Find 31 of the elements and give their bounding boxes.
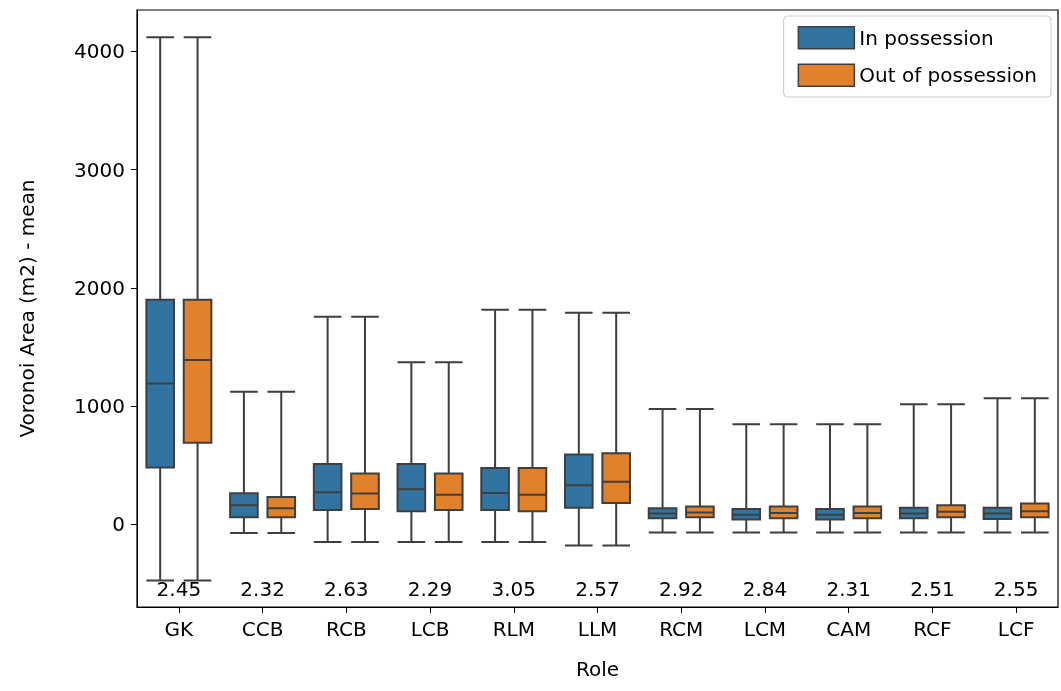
x-tick-label: RCB: [326, 617, 367, 641]
annotation: 2.84: [742, 577, 788, 601]
annotation: 3.05: [491, 577, 537, 601]
x-tick-label: CCB: [241, 617, 284, 641]
x-tick-label: LCB: [410, 617, 450, 641]
legend-label: Out of possession: [859, 63, 1037, 88]
annotation: 2.32: [240, 577, 285, 601]
x-tick-label: LLM: [577, 617, 618, 641]
y-tick-label: 3000: [74, 157, 125, 182]
y-tick-label: 2000: [74, 275, 125, 300]
x-tick-label: CAM: [826, 617, 872, 641]
annotation: 2.45: [156, 577, 202, 601]
annotation: 2.29: [407, 577, 453, 601]
x-tick-label: LCM: [743, 617, 787, 641]
x-tick-label: GK: [164, 617, 195, 641]
annotation: 2.31: [826, 577, 871, 601]
y-tick-label: 0: [112, 512, 125, 537]
annotation: 2.57: [575, 577, 620, 601]
y-tick-label: 1000: [74, 394, 125, 419]
x-axis-title: Role: [575, 657, 620, 681]
annotation: 2.92: [658, 577, 704, 601]
x-tick-label: RCM: [659, 617, 704, 641]
x-tick-label: RLM: [492, 617, 535, 641]
y-axis-title: Voronoi Area (m2) - mean: [15, 179, 39, 438]
y-tick-label: 4000: [74, 39, 125, 64]
annotation: 2.63: [324, 577, 369, 601]
legend-label: In possession: [859, 25, 994, 50]
x-tick-label: RCF: [913, 617, 952, 641]
annotation: 2.55: [993, 577, 1039, 601]
annotation: 2.51: [910, 577, 955, 601]
x-tick-label: LCF: [997, 617, 1035, 641]
